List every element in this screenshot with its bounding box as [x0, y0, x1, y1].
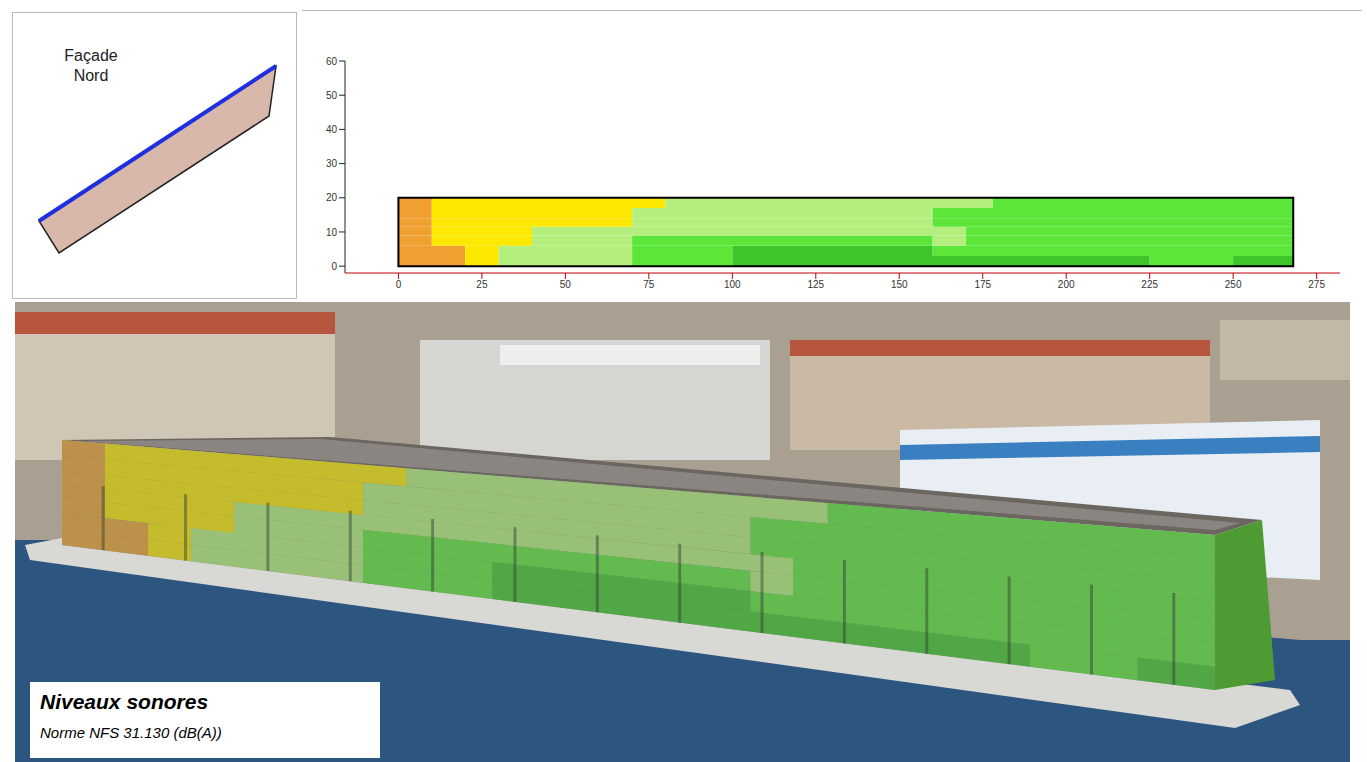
svg-text:50: 50 [326, 90, 338, 101]
svg-text:100: 100 [724, 279, 741, 290]
svg-text:60: 60 [326, 56, 338, 67]
svg-text:75: 75 [643, 279, 655, 290]
html-text:Façade Nord: Façade Nord [64, 47, 118, 84]
svg-text:30: 30 [326, 158, 338, 169]
html-text:Niveaux sonores: Niveaux sonores [40, 690, 209, 713]
html-text:Norme NFS 31.130 (dB(A)): Norme NFS 31.130 (dB(A)) [40, 724, 222, 741]
svg-text:175: 175 [974, 279, 991, 290]
svg-text:125: 125 [807, 279, 824, 290]
svg-text:50: 50 [560, 279, 572, 290]
svg-text:10: 10 [326, 227, 338, 238]
svg-text:40: 40 [326, 124, 338, 135]
svg-text:25: 25 [476, 279, 488, 290]
svg-text:200: 200 [1058, 279, 1075, 290]
svg-text:250: 250 [1225, 279, 1242, 290]
svg-text:150: 150 [891, 279, 908, 290]
svg-text:0: 0 [396, 279, 402, 290]
svg-text:225: 225 [1141, 279, 1158, 290]
svg-text:275: 275 [1308, 279, 1325, 290]
svg-text:20: 20 [326, 192, 338, 203]
svg-text:0: 0 [331, 261, 337, 272]
